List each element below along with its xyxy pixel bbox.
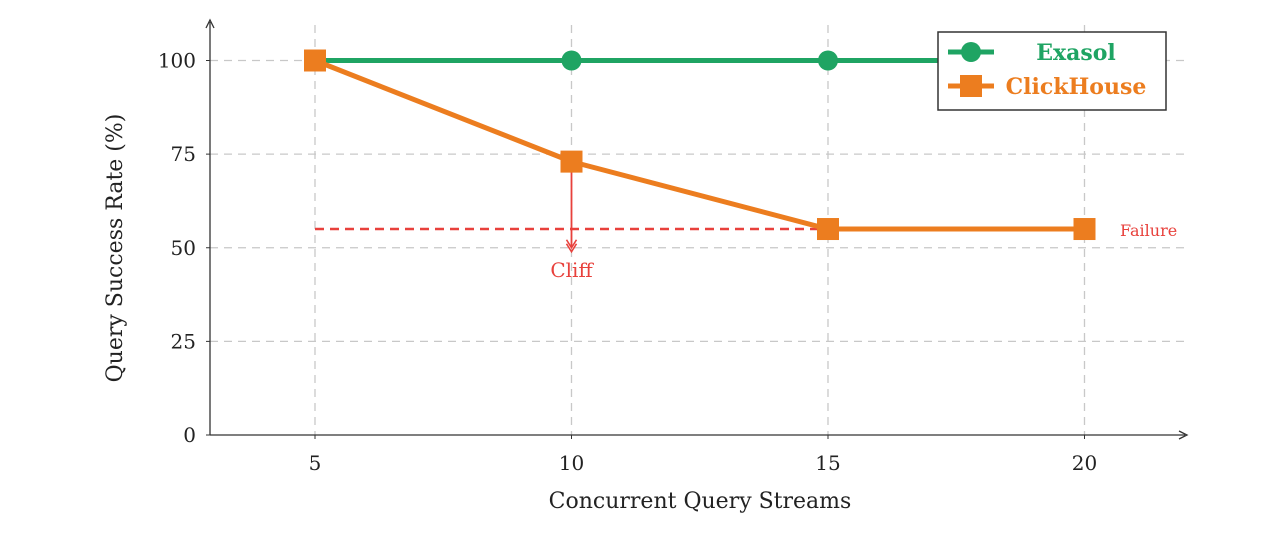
y-tick-label: 100 bbox=[158, 49, 196, 73]
x-tick-label: 15 bbox=[815, 451, 840, 475]
data-point-clickhouse bbox=[817, 218, 839, 241]
series-line-clickhouse bbox=[314, 58, 1085, 232]
x-axis-arrow bbox=[1178, 430, 1189, 440]
series bbox=[304, 49, 1096, 241]
data-point-clickhouse bbox=[560, 150, 583, 173]
axes bbox=[205, 18, 1189, 440]
x-axis-label: Concurrent Query Streams bbox=[549, 489, 852, 514]
data-point-clickhouse bbox=[1073, 218, 1096, 241]
data-point-exasol bbox=[561, 50, 582, 71]
y-axis-arrow bbox=[205, 18, 215, 29]
data-point-clickhouse bbox=[304, 49, 326, 72]
y-tick-label: 25 bbox=[171, 329, 196, 353]
legend-marker-square bbox=[960, 75, 982, 97]
cliff-label: Cliff bbox=[550, 258, 594, 282]
y-tick-label: 0 bbox=[183, 423, 196, 447]
legend-label: Exasol bbox=[1036, 40, 1116, 66]
x-tick-label: 20 bbox=[1072, 451, 1097, 475]
tick-labels: 0 25 50 75 100 5 10 15 20 bbox=[158, 49, 1097, 476]
legend-label: ClickHouse bbox=[1006, 74, 1147, 100]
x-tick-label: 10 bbox=[559, 451, 584, 475]
x-tick-label: 5 bbox=[309, 451, 322, 475]
data-point-exasol bbox=[818, 50, 838, 71]
y-tick-label: 75 bbox=[171, 142, 196, 166]
legend-marker-circle bbox=[961, 42, 981, 62]
cliff-arrowhead bbox=[565, 239, 578, 254]
failure-label: Failure bbox=[1120, 221, 1177, 240]
y-axis-label: Query Success Rate (%) bbox=[103, 114, 128, 383]
annotations: Failure Cliff bbox=[315, 161, 1177, 282]
legend: Exasol ClickHouse bbox=[937, 31, 1167, 111]
y-tick-label: 50 bbox=[171, 236, 196, 260]
